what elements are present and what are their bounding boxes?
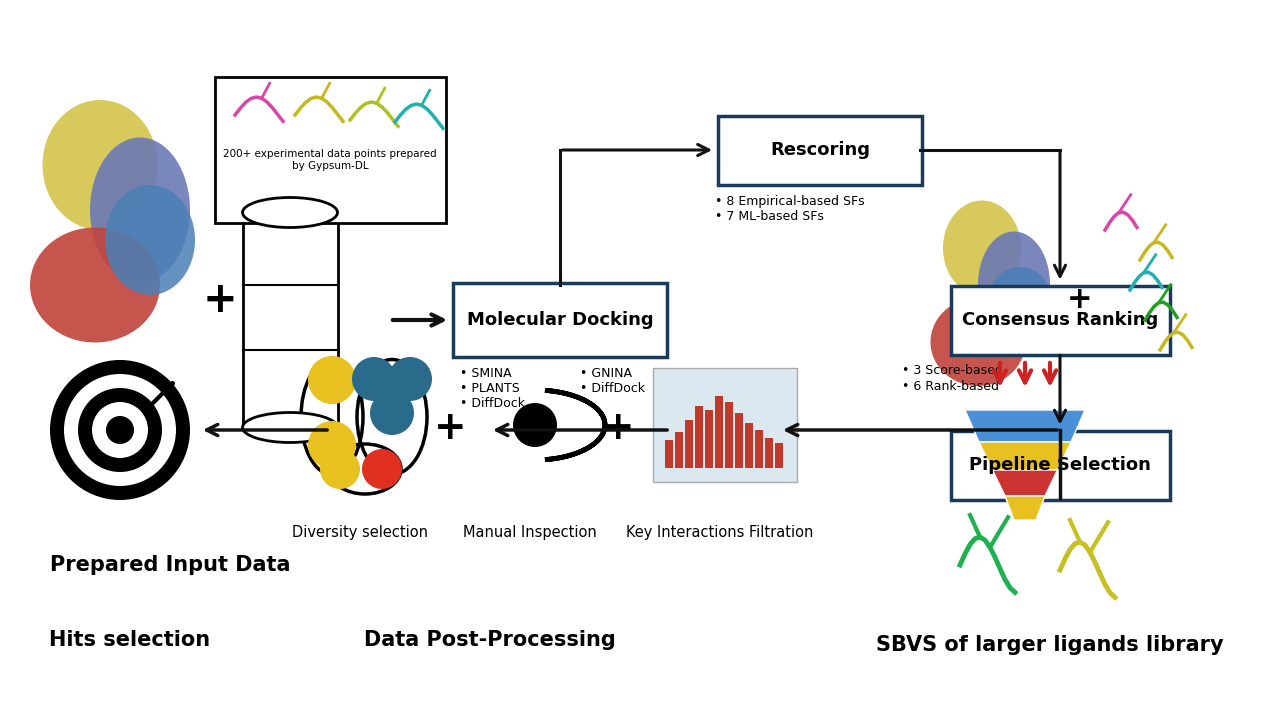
Bar (765, 438, 773, 468)
Circle shape (64, 374, 177, 486)
Ellipse shape (242, 413, 338, 443)
Text: +: + (202, 279, 237, 321)
Text: 200+ experimental data points prepared
by Gypsum-DL: 200+ experimental data points prepared b… (223, 149, 436, 171)
Ellipse shape (931, 298, 1025, 386)
Text: • 8 Empirical-based SFs
• 7 ML-based SFs: • 8 Empirical-based SFs • 7 ML-based SFs (716, 194, 864, 222)
FancyBboxPatch shape (653, 368, 797, 482)
Polygon shape (545, 390, 605, 459)
Text: Prepared Input Data: Prepared Input Data (50, 555, 291, 575)
Circle shape (352, 357, 396, 401)
FancyBboxPatch shape (718, 115, 922, 184)
Circle shape (308, 421, 356, 469)
Polygon shape (965, 410, 1085, 442)
Polygon shape (992, 470, 1057, 496)
FancyBboxPatch shape (453, 283, 667, 357)
FancyBboxPatch shape (215, 77, 445, 223)
Bar (755, 430, 763, 468)
Text: Diversity selection: Diversity selection (292, 525, 428, 540)
Bar (666, 440, 673, 468)
Ellipse shape (42, 100, 157, 230)
Ellipse shape (105, 185, 195, 295)
FancyBboxPatch shape (951, 431, 1170, 500)
Bar (716, 396, 723, 468)
Bar (705, 410, 713, 468)
Bar (745, 423, 753, 468)
Text: Rescoring: Rescoring (771, 141, 870, 159)
Bar (774, 443, 783, 468)
FancyBboxPatch shape (951, 286, 1170, 354)
Circle shape (513, 403, 557, 447)
Text: • SMINA
• PLANTS
• DiffDock: • SMINA • PLANTS • DiffDock (460, 367, 525, 410)
Text: • GNINA
• DiffDock: • GNINA • DiffDock (580, 367, 645, 395)
Ellipse shape (986, 267, 1053, 349)
Bar (695, 406, 703, 468)
Bar (685, 420, 692, 468)
Text: Pipeline Selection: Pipeline Selection (969, 456, 1151, 474)
Bar (724, 402, 733, 468)
Circle shape (320, 449, 360, 489)
Circle shape (362, 449, 402, 489)
Text: Molecular Docking: Molecular Docking (467, 311, 653, 329)
Polygon shape (1005, 496, 1044, 520)
Circle shape (92, 402, 148, 458)
Text: Manual Inspection: Manual Inspection (463, 525, 596, 540)
Circle shape (308, 356, 356, 404)
FancyBboxPatch shape (242, 212, 338, 428)
Circle shape (370, 391, 413, 435)
Circle shape (50, 360, 189, 500)
Circle shape (388, 357, 433, 401)
Text: Hits selection: Hits selection (50, 630, 211, 650)
Text: SBVS of larger ligands library: SBVS of larger ligands library (877, 635, 1224, 655)
Text: +: + (434, 409, 466, 447)
Ellipse shape (242, 197, 338, 228)
Bar (735, 413, 742, 468)
Text: +: + (602, 409, 635, 447)
Text: • 3 Score-based
• 6 Rank-based: • 3 Score-based • 6 Rank-based (902, 364, 1004, 392)
Circle shape (78, 388, 163, 472)
Ellipse shape (943, 200, 1021, 295)
Text: Data Post-Processing: Data Post-Processing (364, 630, 616, 650)
Text: Key Interactions Filtration: Key Interactions Filtration (626, 525, 814, 540)
Ellipse shape (978, 232, 1050, 336)
Text: +: + (1068, 286, 1093, 315)
Polygon shape (979, 442, 1071, 470)
Text: Consensus Ranking: Consensus Ranking (961, 311, 1158, 329)
Bar (675, 432, 684, 468)
Ellipse shape (90, 138, 189, 282)
Circle shape (106, 416, 134, 444)
Ellipse shape (29, 228, 160, 343)
